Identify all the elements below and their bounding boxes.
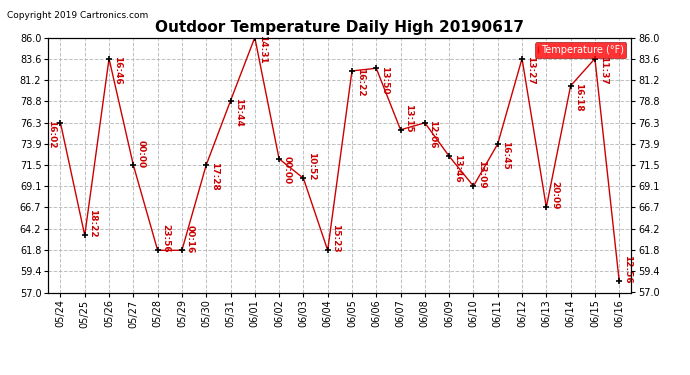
Text: 16:18: 16:18 [574, 83, 583, 112]
Text: Copyright 2019 Cartronics.com: Copyright 2019 Cartronics.com [7, 11, 148, 20]
Legend: Temperature (°F): Temperature (°F) [535, 42, 627, 58]
Text: 18:22: 18:22 [88, 209, 97, 238]
Text: 13:15: 13:15 [404, 104, 413, 132]
Text: 13:50: 13:50 [380, 66, 389, 94]
Text: 15:44: 15:44 [234, 98, 243, 127]
Text: 00:16: 00:16 [186, 225, 195, 253]
Text: 17:28: 17:28 [210, 162, 219, 191]
Text: 16:22: 16:22 [355, 68, 364, 97]
Title: Outdoor Temperature Daily High 20190617: Outdoor Temperature Daily High 20190617 [155, 20, 524, 35]
Text: 16:02: 16:02 [48, 120, 57, 148]
Text: 13:27: 13:27 [526, 56, 535, 85]
Text: 11:37: 11:37 [598, 56, 608, 85]
Text: 12:56: 12:56 [623, 255, 632, 284]
Text: 20:09: 20:09 [550, 182, 559, 210]
Text: 13:46: 13:46 [453, 154, 462, 182]
Text: 16:45: 16:45 [502, 141, 511, 170]
Text: 00:00: 00:00 [283, 156, 292, 184]
Text: 14:31: 14:31 [259, 35, 268, 64]
Text: 15:23: 15:23 [331, 224, 340, 253]
Text: 00:00: 00:00 [137, 140, 146, 168]
Text: 13:09: 13:09 [477, 160, 486, 189]
Text: 23:56: 23:56 [161, 224, 170, 253]
Text: 10:52: 10:52 [307, 152, 316, 181]
Text: 12:06: 12:06 [428, 120, 437, 148]
Text: 16:46: 16:46 [112, 56, 121, 85]
